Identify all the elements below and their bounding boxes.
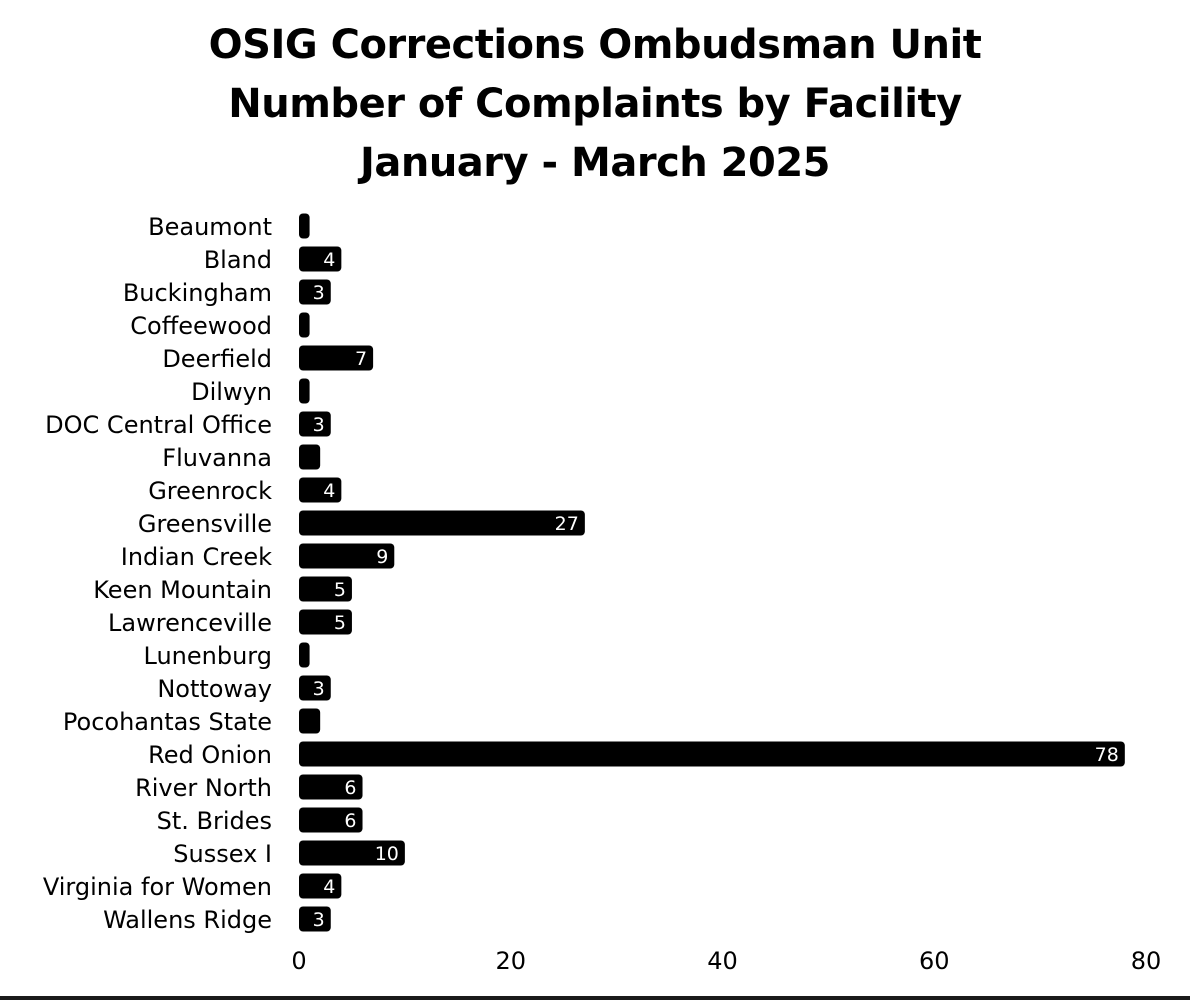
data-label: 78: [1095, 744, 1119, 766]
data-label: 4: [323, 480, 335, 502]
category-label: Bland: [204, 246, 272, 274]
chart-title-line-3: January - March 2025: [359, 140, 831, 186]
chart-title-line-1: OSIG Corrections Ombudsman Unit: [208, 22, 982, 68]
bar: [299, 246, 342, 272]
bar: [299, 774, 363, 800]
x-tick-label: 80: [1131, 947, 1162, 975]
category-label: Buckingham: [123, 279, 272, 307]
data-label: 7: [355, 348, 367, 370]
bar: [299, 642, 310, 668]
category-label: Greensville: [138, 510, 272, 538]
data-label: 3: [313, 678, 325, 700]
bar: [299, 741, 1125, 767]
data-label: 3: [313, 282, 325, 304]
category-label: Red Onion: [148, 741, 272, 769]
category-label: Wallens Ridge: [103, 906, 272, 934]
bar: [299, 708, 321, 734]
data-label: 3: [313, 414, 325, 436]
x-axis: 0 20 40 60 80: [291, 947, 1161, 975]
category-label: Keen Mountain: [93, 576, 272, 604]
category-label: Pocohantas State: [63, 708, 272, 736]
category-label: Deerfield: [162, 345, 272, 373]
bar: [299, 378, 310, 404]
data-label: 4: [323, 876, 335, 898]
category-label: River North: [135, 774, 272, 802]
chart-title-line-2: Number of Complaints by Facility: [228, 81, 962, 127]
bar: [299, 411, 331, 437]
category-label: Coffeewood: [130, 312, 272, 340]
chart-title: OSIG Corrections Ombudsman Unit Number o…: [0, 16, 1190, 193]
data-label: 5: [334, 579, 346, 601]
bar: [299, 213, 310, 239]
category-label: Lawrenceville: [108, 609, 272, 637]
category-label: Virginia for Women: [43, 873, 272, 901]
bar: [299, 510, 585, 536]
category-label: Greenrock: [148, 477, 272, 505]
category-label: St. Brides: [157, 807, 272, 835]
x-tick-label: 60: [919, 947, 950, 975]
x-tick-label: 20: [495, 947, 526, 975]
bar: [299, 675, 331, 701]
category-label: Indian Creek: [121, 543, 272, 571]
bottom-divider: [0, 996, 1190, 1000]
data-label: 3: [313, 909, 325, 931]
bar: [299, 444, 321, 470]
data-label: 6: [344, 810, 356, 832]
category-label: Sussex I: [173, 840, 272, 868]
bar: [299, 840, 405, 866]
data-label: 4: [323, 249, 335, 271]
category-label: DOC Central Office: [45, 411, 272, 439]
bar: [299, 576, 352, 602]
data-label: 9: [376, 546, 388, 568]
data-label: 27: [555, 513, 579, 535]
category-label: Fluvanna: [162, 444, 272, 472]
data-label: 5: [334, 612, 346, 634]
category-axis: Beaumont Bland Buckingham Coffeewood Deerfie…: [43, 213, 272, 934]
bar: [299, 477, 342, 503]
data-labels: 4 3 7 3 4 27 9 5 5 3 78 6 6 10 4 3: [313, 249, 1119, 931]
bar: [299, 279, 331, 305]
category-label: Beaumont: [148, 213, 272, 241]
bar: [299, 345, 374, 371]
bar: [299, 312, 310, 338]
bar: [299, 609, 352, 635]
category-label: Dilwyn: [191, 378, 272, 406]
bars: [299, 213, 1125, 932]
bar: [299, 906, 331, 932]
data-label: 6: [344, 777, 356, 799]
bar: [299, 873, 342, 899]
bar: [299, 807, 363, 833]
x-tick-label: 40: [707, 947, 738, 975]
x-tick-label: 0: [291, 947, 306, 975]
category-label: Lunenburg: [144, 642, 272, 670]
bar: [299, 543, 395, 569]
category-label: Nottoway: [157, 675, 272, 703]
data-label: 10: [375, 843, 399, 865]
